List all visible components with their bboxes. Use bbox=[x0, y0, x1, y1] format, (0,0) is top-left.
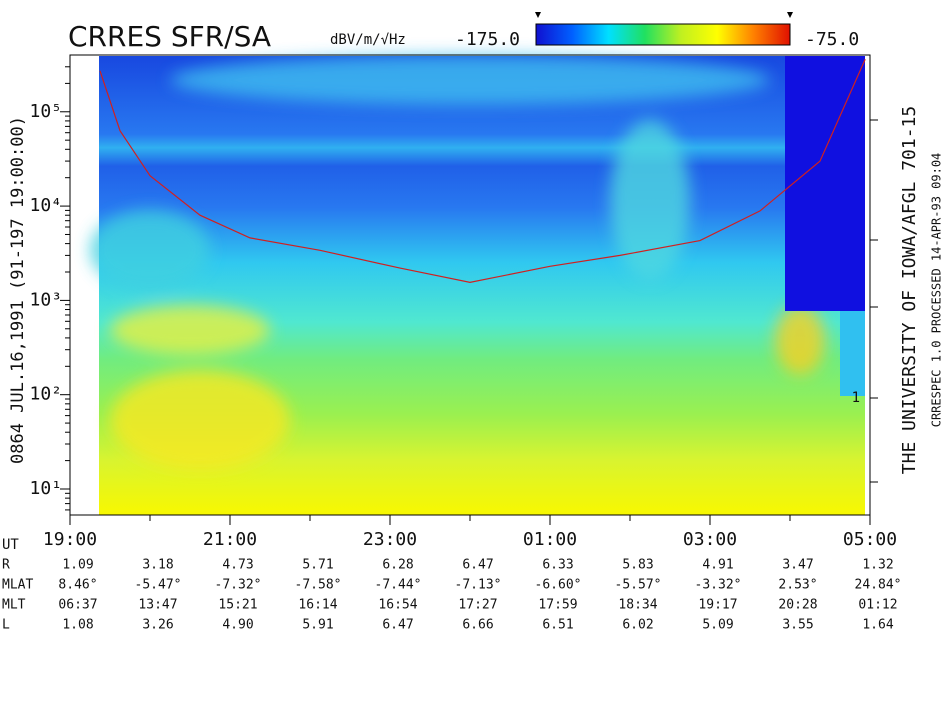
cell: 3.55 bbox=[782, 618, 813, 633]
cell: -7.32° bbox=[215, 578, 262, 593]
spectrogram bbox=[90, 55, 865, 515]
cell: -7.58° bbox=[295, 578, 342, 593]
x-tick-label: 01:00 bbox=[523, 529, 577, 550]
cell: 4.73 bbox=[222, 558, 253, 573]
y-tick-label: 10² bbox=[29, 384, 62, 405]
cell: 6.66 bbox=[462, 618, 493, 633]
right-sublabel: CRRESPEC 1.0 PROCESSED 14-APR-93 09:04 bbox=[930, 153, 944, 428]
cell: 6.47 bbox=[462, 558, 493, 573]
x-tick-label: 21:00 bbox=[203, 529, 257, 550]
cell: -7.13° bbox=[455, 578, 502, 593]
cell: 4.91 bbox=[702, 558, 733, 573]
cell: -3.32° bbox=[695, 578, 742, 593]
x-tick-label: 03:00 bbox=[683, 529, 737, 550]
cell: 5.71 bbox=[302, 558, 333, 573]
cell: 6.02 bbox=[622, 618, 653, 633]
cell: -6.60° bbox=[535, 578, 582, 593]
chart-title: CRRES SFR/SA bbox=[68, 20, 271, 53]
right-axis-ticks bbox=[870, 119, 878, 483]
curve bbox=[99, 59, 866, 284]
colorbar bbox=[535, 23, 791, 46]
cell: 4.90 bbox=[222, 618, 253, 633]
cell: 3.18 bbox=[142, 558, 173, 573]
cell: 1.64 bbox=[862, 618, 893, 633]
cell: 24.84° bbox=[855, 578, 902, 593]
cell: 01:12 bbox=[858, 598, 897, 613]
row-label: L bbox=[2, 618, 10, 633]
cell: 8.46° bbox=[58, 578, 97, 593]
x-tick-label: 19:00 bbox=[43, 529, 97, 550]
left-label: 0864 JUL.16,1991 (91-197 19:00:00) bbox=[8, 116, 28, 464]
colorbar-marker bbox=[535, 12, 793, 18]
cell: 3.26 bbox=[142, 618, 173, 633]
cell: 16:14 bbox=[298, 598, 337, 613]
cell: 6.33 bbox=[542, 558, 573, 573]
cell: 20:28 bbox=[778, 598, 817, 613]
cell: 2.53° bbox=[778, 578, 817, 593]
cell: 3.47 bbox=[782, 558, 813, 573]
colorbar-max: -75.0 bbox=[805, 29, 859, 50]
cell: 1.08 bbox=[62, 618, 93, 633]
cell: 5.09 bbox=[702, 618, 733, 633]
cell: 16:54 bbox=[378, 598, 417, 613]
colorbar-min: -175.0 bbox=[455, 29, 520, 50]
row-label: MLAT bbox=[2, 578, 33, 593]
row-label: MLT bbox=[2, 598, 26, 613]
right-label: THE UNIVERSITY OF IOWA/AFGL 701-15 bbox=[899, 106, 920, 474]
cell: 13:47 bbox=[138, 598, 177, 613]
cell: 18:34 bbox=[618, 598, 657, 613]
cell: -5.57° bbox=[615, 578, 662, 593]
cell: 5.83 bbox=[622, 558, 653, 573]
cell: 15:21 bbox=[218, 598, 257, 613]
x-tick-label: 05:00 bbox=[843, 529, 897, 550]
y-tick-label: 10¹ bbox=[29, 478, 62, 499]
colorbar-units: dBV/m/√Hz bbox=[330, 32, 406, 48]
cell: -5.47° bbox=[135, 578, 182, 593]
ut-label: UT bbox=[2, 537, 19, 553]
cell: 1.09 bbox=[62, 558, 93, 573]
row-label: R bbox=[2, 558, 10, 573]
right-axis-label: 1 bbox=[852, 390, 860, 406]
cell: 6.51 bbox=[542, 618, 573, 633]
cell: 1.32 bbox=[862, 558, 893, 573]
cell: 19:17 bbox=[698, 598, 737, 613]
y-tick-label: 10⁴ bbox=[29, 195, 62, 216]
y-tick-label: 10³ bbox=[29, 289, 62, 310]
cell: 06:37 bbox=[58, 598, 97, 613]
cell: 17:27 bbox=[458, 598, 497, 613]
cell: 6.47 bbox=[382, 618, 413, 633]
y-tick-label: 10⁵ bbox=[29, 101, 62, 122]
x-tick-label: 23:00 bbox=[363, 529, 417, 550]
cell: -7.44° bbox=[375, 578, 422, 593]
cell: 6.28 bbox=[382, 558, 413, 573]
cell: 5.91 bbox=[302, 618, 333, 633]
cell: 17:59 bbox=[538, 598, 577, 613]
